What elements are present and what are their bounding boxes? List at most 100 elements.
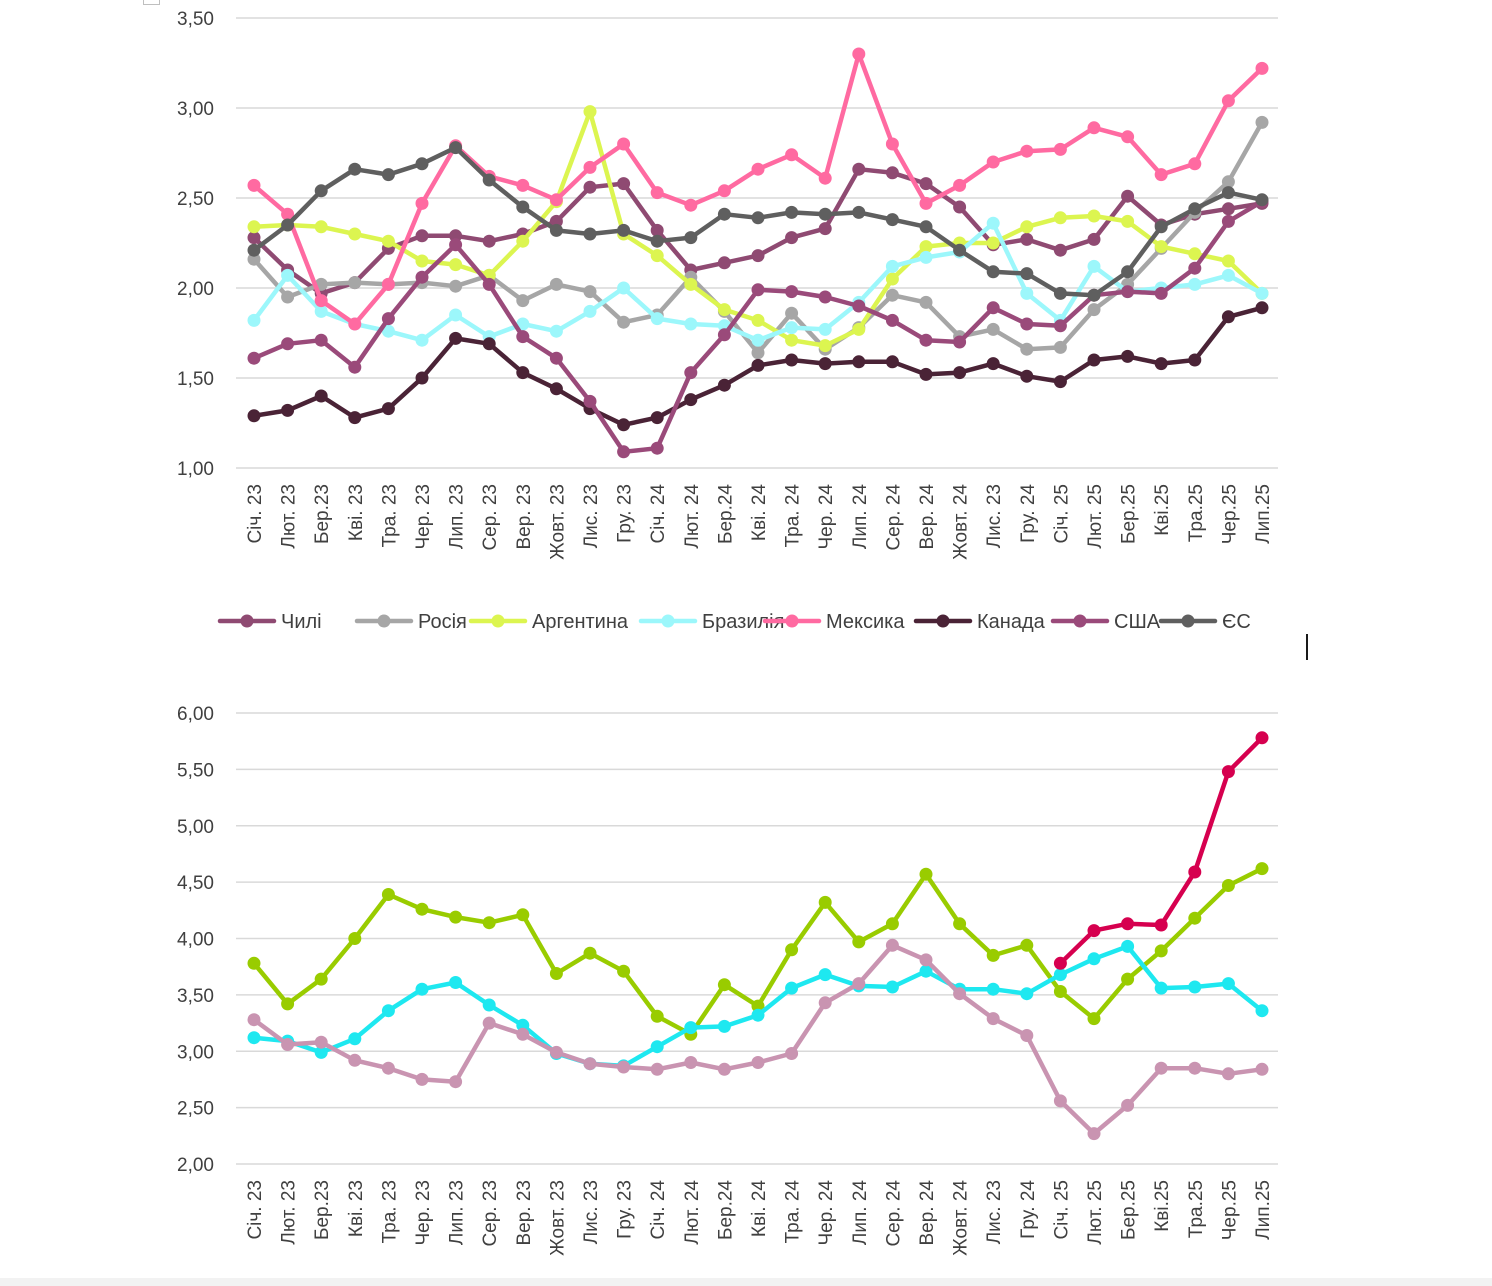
bottom-chart-data-point bbox=[1121, 939, 1135, 953]
bottom-chart-data-point bbox=[818, 895, 832, 909]
top-chart-data-point bbox=[516, 366, 530, 380]
top-chart-data-point bbox=[650, 411, 664, 425]
top-chart-data-point bbox=[1255, 193, 1269, 207]
bottom-chart-data-point bbox=[1188, 980, 1202, 994]
top-chart-data-point bbox=[482, 234, 496, 248]
top-chart-x-tick-label: Тра. 23 bbox=[379, 484, 400, 547]
bottom-chart-data-point bbox=[1154, 918, 1168, 932]
top-chart-x-tick-label: Тра.25 bbox=[1186, 484, 1207, 542]
top-chart-data-point bbox=[583, 180, 597, 194]
top-chart-data-point bbox=[751, 358, 765, 372]
bottom-chart-data-point bbox=[751, 1008, 765, 1022]
legend-swatch-marker bbox=[936, 614, 950, 628]
top-chart-data-point bbox=[549, 351, 563, 365]
bottom-chart-x-tick-label: Тра. 24 bbox=[783, 1180, 804, 1244]
top-chart-data-point bbox=[852, 162, 866, 176]
top-chart-x-tick-label: Вер. 23 bbox=[514, 484, 535, 550]
top-chart-data-point bbox=[919, 295, 933, 309]
top-chart-data-point bbox=[281, 337, 295, 351]
top-chart-data-point bbox=[415, 196, 429, 210]
top-chart-data-point bbox=[1154, 168, 1168, 182]
top-chart-data-point bbox=[516, 294, 530, 308]
top-chart-data-point bbox=[583, 105, 597, 119]
top-chart-data-point bbox=[348, 276, 362, 290]
bottom-chart-data-point bbox=[516, 1027, 530, 1041]
bottom-chart-data-point bbox=[415, 1072, 429, 1086]
top-chart-data-point bbox=[953, 178, 967, 192]
bottom-chart-x-tick-label: Вер. 23 bbox=[514, 1180, 535, 1246]
top-chart-data-point bbox=[1053, 340, 1067, 354]
top-chart-data-point bbox=[1154, 220, 1168, 234]
top-chart-data-point bbox=[381, 277, 395, 291]
legend-swatch-marker bbox=[377, 614, 391, 628]
bottom-chart-data-point bbox=[247, 1013, 261, 1027]
top-chart-data-point bbox=[617, 137, 631, 151]
bottom-chart-data-point bbox=[482, 916, 496, 930]
bottom-chart-data-point bbox=[348, 1032, 362, 1046]
top-chart-x-tick-label: Бер.24 bbox=[715, 484, 736, 544]
top-chart-data-point bbox=[1053, 243, 1067, 257]
legend-swatch-marker bbox=[240, 614, 254, 628]
bottom-chart-x-tick-label: Гру. 24 bbox=[1018, 1180, 1039, 1239]
bottom-chart-data-point bbox=[449, 910, 463, 924]
top-chart-data-point bbox=[1221, 214, 1235, 228]
top-chart-data-point bbox=[549, 277, 563, 291]
legend-swatch-marker bbox=[1073, 614, 1087, 628]
top-chart-data-point bbox=[516, 330, 530, 344]
bottom-chart-data-point bbox=[684, 1056, 698, 1069]
top-chart-data-point bbox=[348, 411, 362, 425]
bottom-chart-data-point bbox=[583, 946, 597, 960]
bottom-chart-y-tick-label: 5,50 bbox=[177, 760, 214, 781]
top-chart-data-point bbox=[516, 200, 530, 214]
top-chart-data-point bbox=[1188, 247, 1202, 261]
top-chart-data-point bbox=[583, 394, 597, 408]
window-corner-box bbox=[143, 0, 160, 5]
top-chart-x-tick-label: Жовт. 23 bbox=[547, 484, 568, 560]
top-chart-data-point bbox=[684, 393, 698, 407]
bottom-chart-x-tick-label: Лют. 24 bbox=[682, 1180, 703, 1245]
text-cursor bbox=[1306, 634, 1308, 660]
bottom-chart-x-tick-label: Чер.25 bbox=[1219, 1180, 1240, 1240]
top-chart-x-tick-label: Кві. 23 bbox=[346, 484, 367, 541]
legend-label: Мексика bbox=[826, 611, 905, 633]
bottom-chart-data-point bbox=[549, 967, 563, 980]
top-chart-data-point bbox=[549, 324, 563, 338]
bottom-chart-data-point bbox=[650, 1040, 664, 1054]
bottom-chart-data-point bbox=[986, 1012, 1000, 1026]
top-chart-data-point bbox=[650, 249, 664, 263]
bottom-chart-data-point bbox=[852, 935, 866, 949]
top-chart-data-point bbox=[986, 322, 1000, 336]
legend-label: Аргентина bbox=[532, 611, 629, 633]
top-chart-data-point bbox=[1020, 144, 1034, 158]
bottom-chart-data-point bbox=[314, 1045, 328, 1059]
top-chart-data-point bbox=[785, 205, 799, 219]
top-chart-data-point bbox=[449, 238, 463, 252]
top-chart-data-point bbox=[818, 357, 832, 371]
bottom-chart-x-tick-label: Лип. 23 bbox=[447, 1180, 468, 1245]
bottom-chart-data-point bbox=[953, 987, 967, 1001]
top-chart-data-point bbox=[247, 409, 261, 423]
top-chart-data-point bbox=[852, 205, 866, 219]
top-chart-data-point bbox=[1221, 175, 1235, 189]
top-chart-data-point bbox=[852, 299, 866, 313]
top-chart-x-tick-label: Чер. 23 bbox=[413, 484, 434, 550]
top-chart-data-point bbox=[818, 171, 832, 185]
bottom-chart-data-point bbox=[885, 938, 899, 952]
bottom-chart-data-point bbox=[247, 956, 261, 970]
top-chart-x-tick-label: Лют. 23 bbox=[279, 484, 300, 549]
legend-item: США bbox=[1050, 611, 1161, 633]
bottom-chart-x-tick-label: Бер.24 bbox=[715, 1180, 736, 1240]
top-chart-data-point bbox=[1121, 214, 1135, 228]
bottom-chart-data-point bbox=[415, 982, 429, 996]
top-chart-data-point bbox=[381, 168, 395, 182]
bottom-chart-data-point bbox=[1053, 968, 1067, 982]
top-chart-data-point bbox=[247, 313, 261, 327]
top-chart-data-point bbox=[785, 333, 799, 347]
top-chart-data-point bbox=[314, 294, 328, 308]
bottom-chart-data-point bbox=[1121, 972, 1135, 986]
bottom-chart-data-point bbox=[785, 981, 799, 995]
top-chart-x-tick-label: Чер. 24 bbox=[816, 484, 837, 550]
top-chart-data-point bbox=[717, 184, 731, 198]
bottom-chart-series-line bbox=[251, 943, 1265, 1136]
top-chart-data-point bbox=[516, 317, 530, 331]
